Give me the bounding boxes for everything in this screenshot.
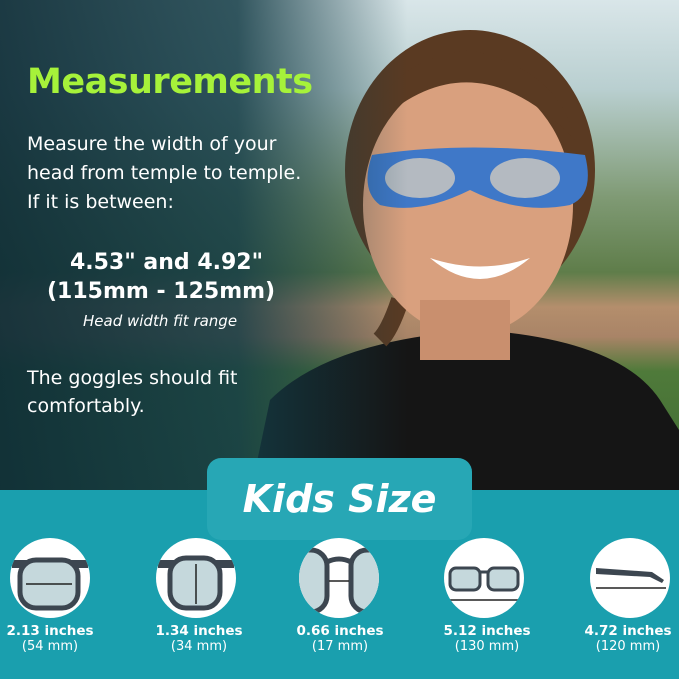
measurement-mm: (120 mm) (595, 639, 661, 654)
measurement-inches: 0.66 inches (296, 623, 384, 639)
lens-height-icon (156, 538, 236, 618)
measurement-inches: 1.34 inches (155, 623, 243, 639)
range-mm: (115mm - 125mm) (47, 279, 276, 304)
fit-note: The goggles should fit comfortably. (27, 367, 238, 417)
measurement-mm: (34 mm) (170, 639, 228, 654)
temple-length-icon (590, 538, 670, 618)
bridge-width-icon (299, 538, 379, 618)
range-caption: Head width fit range (83, 312, 238, 330)
page-title: Measurements (27, 62, 313, 102)
measurement-inches: 4.72 inches (584, 623, 672, 639)
range-inches: 4.53" and 4.92" (70, 250, 264, 275)
measurement-mm: (54 mm) (21, 639, 79, 654)
measure-instruction: Measure the width of your head from temp… (27, 133, 302, 213)
measurement-label: 2.13 inches (54 mm) (0, 623, 110, 654)
measurement-label: 1.34 inches (34 mm) (139, 623, 259, 654)
text-overlay-gradient (0, 0, 679, 495)
frame-width-icon (444, 538, 524, 618)
measurement-inches: 2.13 inches (6, 623, 94, 639)
lens-width-icon (10, 538, 90, 618)
measurement-label: 5.12 inches (130 mm) (427, 623, 547, 654)
size-tab: Kids Size (207, 458, 472, 540)
measurement-mm: (130 mm) (454, 639, 520, 654)
size-label: Kids Size (242, 477, 437, 521)
measurement-inches: 5.12 inches (443, 623, 531, 639)
measurement-label: 4.72 inches (120 mm) (568, 623, 679, 654)
measurement-mm: (17 mm) (311, 639, 369, 654)
measurement-label: 0.66 inches (17 mm) (280, 623, 400, 654)
